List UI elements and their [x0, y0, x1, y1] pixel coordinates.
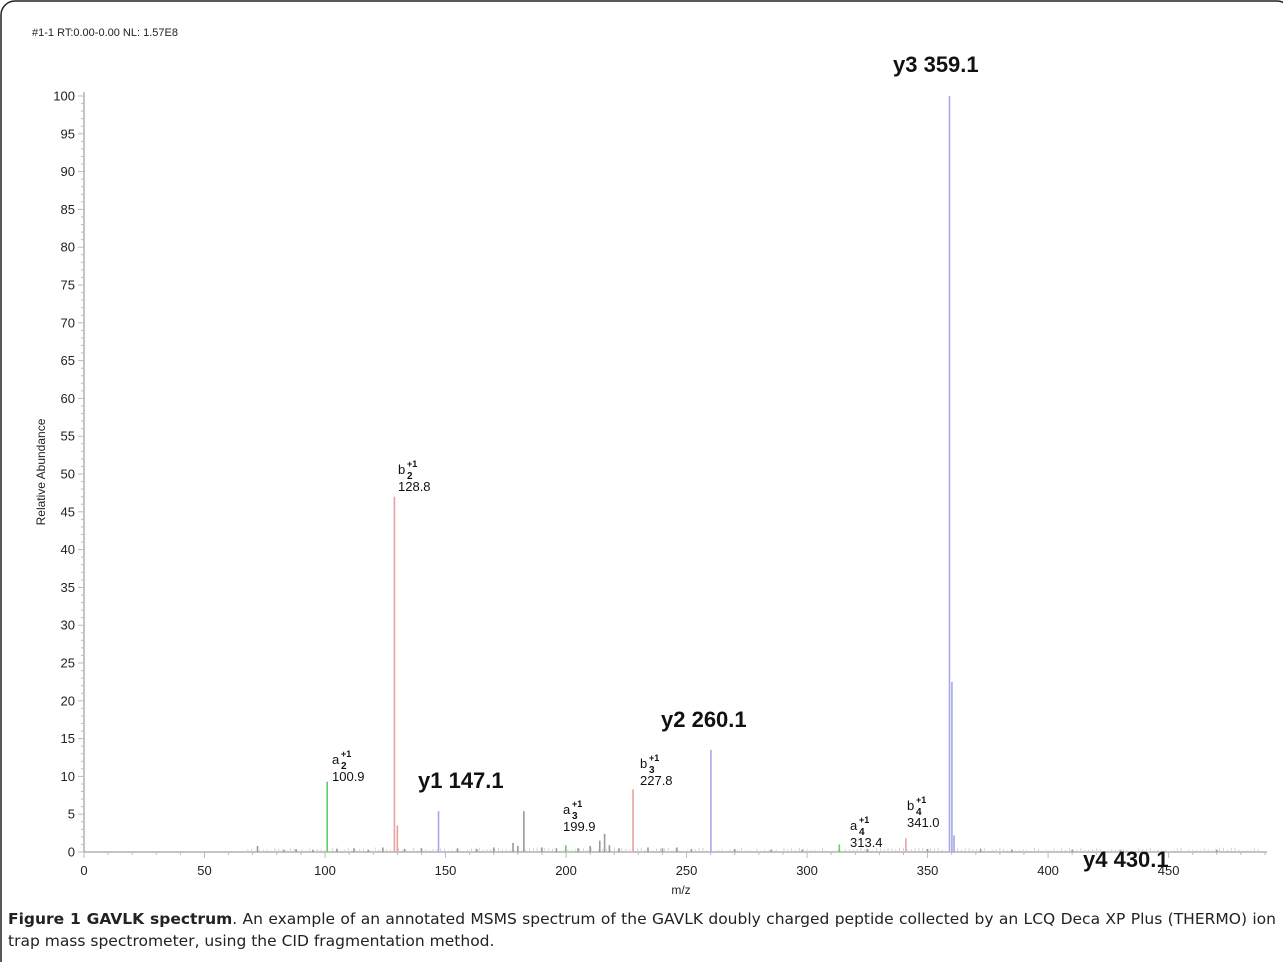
annotation-ion-letter: b: [907, 798, 914, 813]
y-tick-label: 85: [61, 202, 75, 217]
annotation-charge: +1: [859, 815, 869, 825]
y-tick-label: 80: [61, 240, 75, 255]
annotation-subscript: 2: [407, 471, 413, 482]
x-axis-label: m/z: [671, 883, 690, 897]
annotation-ion-letter: a: [332, 752, 340, 767]
x-axis: 0 50 100 150 200 250 300 350 400 450: [80, 851, 1267, 878]
x-tick-label: 400: [1037, 863, 1059, 878]
y-tick-label: 0: [68, 845, 75, 860]
annotation-charge: +1: [407, 459, 417, 469]
y-tick-label: 60: [61, 391, 75, 406]
y-tick-label: 40: [61, 542, 75, 557]
x-tick-label: 450: [1158, 863, 1180, 878]
big-label-y2: y2 260.1: [661, 707, 747, 732]
y-tick-label: 45: [61, 504, 75, 519]
y-axis-label: Relative Abundance: [34, 418, 48, 525]
caption-text: . An example of an annotated MSMS spectr…: [8, 910, 1276, 950]
figure-caption: Figure 1 GAVLK spectrum. An example of a…: [8, 908, 1276, 952]
annotation-subscript: 4: [916, 807, 922, 818]
x-tick-label: 200: [555, 863, 577, 878]
x-tick-label: 100: [314, 863, 336, 878]
annotation-mz-value: 199.9: [563, 819, 596, 834]
x-tick-label: 50: [197, 863, 211, 878]
x-tick-label: 250: [676, 863, 698, 878]
x-tick-label: 150: [435, 863, 457, 878]
annotation-ion-letter: b: [640, 756, 647, 771]
annotation-charge: +1: [916, 795, 926, 805]
y-tick-label: 95: [61, 126, 75, 141]
y-tick-label: 20: [61, 693, 75, 708]
y-tick-label: 15: [61, 731, 75, 746]
x-tick-label: 0: [80, 863, 87, 878]
annotation-mz-value: 128.8: [398, 479, 431, 494]
y-tick-label: 70: [61, 315, 75, 330]
y-tick-label: 5: [68, 807, 75, 822]
annotation-ion-letter: a: [563, 802, 571, 817]
y-tick-label: 50: [61, 467, 75, 482]
annotation-mz-value: 313.4: [850, 835, 883, 850]
annotation-subscript: 3: [572, 811, 578, 822]
annotation-charge: +1: [341, 749, 351, 759]
annotation-ion-letter: b: [398, 462, 405, 477]
big-label-y1: y1 147.1: [418, 768, 504, 793]
y-tick-label: 10: [61, 769, 75, 784]
x-tick-label: 350: [917, 863, 939, 878]
spectrum-header: #1-1 RT:0.00-0.00 NL: 1.57E8: [32, 27, 178, 39]
y-axis: 0 5 10 15 20 25 30 35 40 45 50 55 60 65 70 75 80 85 90 95 10…: [53, 89, 85, 860]
y-tick-label: 55: [61, 429, 75, 444]
y-tick-label: 75: [61, 278, 75, 293]
spectrum-chart: #1-1 RT:0.00-0.00 NL: 1.57E8 05101520253…: [32, 27, 1267, 897]
y-tick-label: 65: [61, 353, 75, 368]
big-label-y4: y4 430.1: [1083, 847, 1169, 872]
annotation-subscript: 3: [649, 765, 655, 776]
annotation-subscript: 2: [341, 761, 347, 772]
annotation-charge: +1: [649, 753, 659, 763]
caption-label: Figure 1 GAVLK spectrum: [8, 910, 233, 928]
y-tick-label: 35: [61, 580, 75, 595]
big-label-y3: y3 359.1: [893, 52, 979, 77]
annotation-mz-value: 100.9: [332, 769, 365, 784]
y-tick-label: 100: [53, 89, 75, 104]
y-tick-label: 25: [61, 656, 75, 671]
peak-series: [247, 96, 1259, 852]
x-tick-label: 300: [796, 863, 818, 878]
y-tick-label: 90: [61, 164, 75, 179]
y-tick-label: 30: [61, 618, 75, 633]
annotation-charge: +1: [572, 799, 582, 809]
annotation-subscript: 4: [859, 827, 865, 838]
annotation-mz-value: 341.0: [907, 815, 940, 830]
annotation-ion-letter: a: [850, 818, 858, 833]
annotation-mz-value: 227.8: [640, 773, 673, 788]
